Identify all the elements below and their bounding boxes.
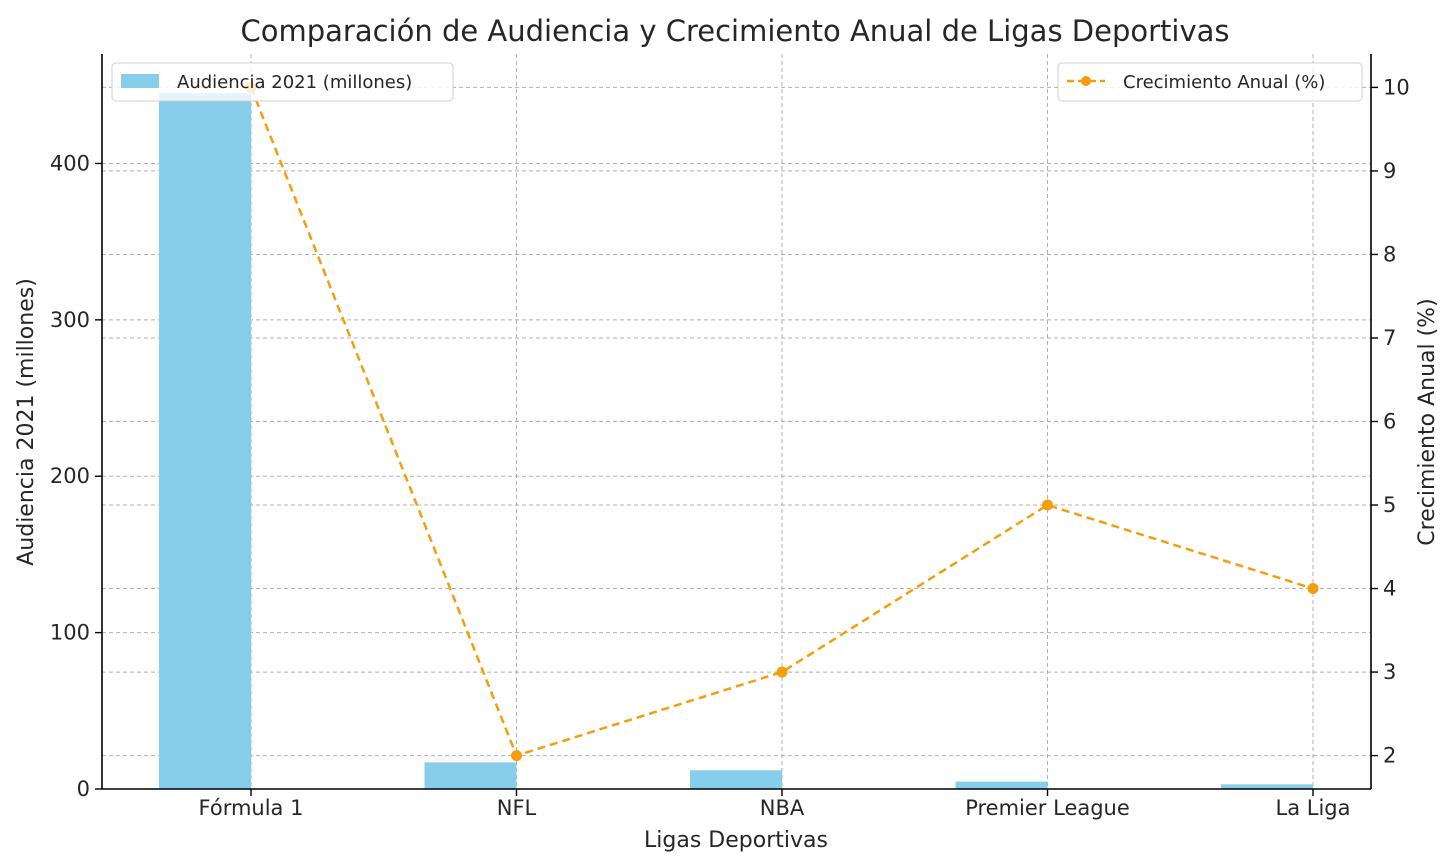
point-crecimiento: [1307, 583, 1319, 595]
legend-line-frame: [1057, 62, 1363, 102]
legend-bar-label: Audiencia 2021 (millones): [177, 72, 412, 93]
legend-line: Crecimiento Anual (%): [1057, 62, 1363, 102]
grid-layer: [102, 54, 1371, 790]
bar-audiencia: [159, 93, 251, 789]
y-left-tick-label: 0: [77, 777, 90, 801]
y-right-tick-label: 3: [1383, 660, 1396, 684]
y-left-tick-label: 400: [50, 151, 90, 175]
legend-line-marker: [1081, 76, 1091, 86]
x-tick-label: Premier League: [965, 796, 1130, 820]
y-right-tick-label: 4: [1383, 577, 1396, 601]
legend-bar-swatch: [121, 74, 159, 88]
y-right-tick-label: 7: [1383, 326, 1396, 350]
chart-title: Comparación de Audiencia y Crecimiento A…: [241, 14, 1230, 48]
y-right-tick-label: 8: [1383, 242, 1396, 266]
bars-layer: [159, 93, 1313, 789]
legend-bar: Audiencia 2021 (millones): [111, 62, 454, 102]
point-crecimiento: [1042, 499, 1053, 511]
bar-audiencia: [955, 781, 1048, 789]
y-right-tick-label: 2: [1383, 744, 1396, 768]
x-tick-label: La Liga: [1276, 796, 1351, 820]
bar-audiencia: [690, 770, 782, 789]
x-tick-label: NBA: [760, 796, 805, 820]
y-left-axis-label: Audiencia 2021 (millones): [14, 278, 39, 566]
y-left-tick-label: 300: [50, 308, 90, 332]
x-axis-label: Ligas Deportivas: [644, 828, 828, 853]
y-right-tick-label: 9: [1383, 159, 1396, 183]
x-tick-label: NFL: [497, 796, 537, 820]
y-right-tick-label: 10: [1383, 75, 1410, 99]
ticks-layer: 0 100 200 300 400 2 3 4 5 6 7 8 9 10 Fórmula 1 NFL NBA Pr…: [50, 75, 1410, 820]
legend-line-label: Crecimiento Anual (%): [1123, 72, 1325, 93]
bar-audiencia: [424, 762, 517, 789]
y-right-tick-label: 5: [1383, 493, 1396, 517]
point-crecimiento: [776, 666, 788, 678]
legend-bar-frame: [111, 62, 454, 102]
y-right-tick-label: 6: [1383, 410, 1396, 434]
point-crecimiento: [511, 750, 522, 762]
x-tick-label: Fórmula 1: [199, 796, 304, 820]
y-left-tick-label: 200: [50, 464, 90, 488]
y-left-tick-label: 100: [50, 621, 90, 645]
bar-audiencia: [1221, 784, 1313, 789]
y-right-axis-label: Crecimiento Anual (%): [1415, 298, 1440, 545]
